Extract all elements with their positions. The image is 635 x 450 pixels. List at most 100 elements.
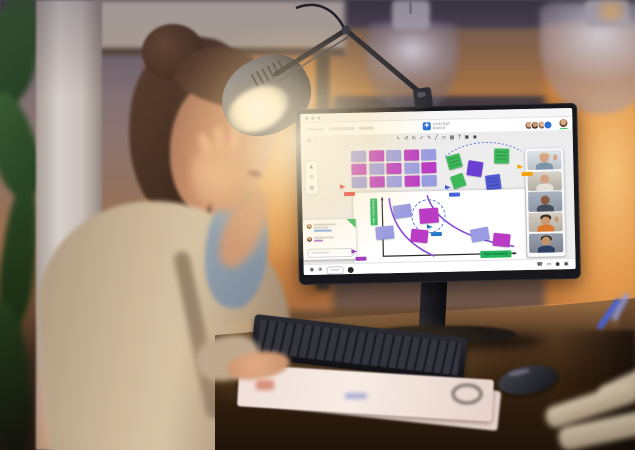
pen-tool-icon[interactable]: ✎ xyxy=(427,135,432,142)
fit-button-label-placeholder xyxy=(330,269,340,271)
participant-torso xyxy=(537,224,555,233)
sticky-note[interactable] xyxy=(492,232,511,248)
chat-input[interactable] xyxy=(307,247,354,258)
participant-torso xyxy=(536,183,554,191)
sticky-note[interactable] xyxy=(494,148,510,164)
chart-x-axis-label: High complexity xyxy=(480,250,512,259)
participant-face xyxy=(540,195,550,205)
paper-blue-marking xyxy=(345,393,367,399)
menu-item-placeholder[interactable] xyxy=(358,126,374,130)
pendant-lamp-2-glow xyxy=(596,0,626,22)
cursor-pointer-icon xyxy=(351,249,357,256)
sticky-note[interactable] xyxy=(368,150,384,162)
help-button[interactable] xyxy=(347,266,354,273)
monitor: ✚ concept board ✛ ↖ ↺ ↻ ✓ ✎ ╱ ▭ ▦ T ▣ ◉ ▲ ◎ ▤ xyxy=(295,102,581,286)
sticky-note[interactable] xyxy=(421,149,437,161)
cursor-pointer-icon xyxy=(517,164,523,171)
chat-avatar xyxy=(306,223,312,229)
window-control-dot[interactable] xyxy=(305,116,309,120)
window-control-dot[interactable] xyxy=(317,116,321,120)
sticky-note[interactable] xyxy=(466,160,484,178)
sticky-note-grid xyxy=(351,149,438,189)
cursor-name-tag xyxy=(343,191,356,196)
settings-tool-icon[interactable]: ◎ xyxy=(309,175,314,181)
sticky-note[interactable] xyxy=(375,225,395,241)
sticky-note[interactable] xyxy=(404,162,420,174)
screenshare-icon[interactable]: ▭ xyxy=(546,261,552,268)
menu-item-placeholder[interactable] xyxy=(306,127,325,131)
cursor-name-tag xyxy=(355,256,367,261)
sticky-note[interactable] xyxy=(386,163,402,175)
sticky-note[interactable] xyxy=(421,162,437,174)
pin-tool-icon[interactable]: ▲ xyxy=(309,164,314,170)
camera-icon[interactable]: ▣ xyxy=(563,261,569,268)
participant-waving-hand xyxy=(554,216,559,223)
cursor-pointer-icon xyxy=(427,224,433,231)
video-tile-participant-5[interactable] xyxy=(528,232,564,253)
participant-face xyxy=(540,174,550,184)
redo-icon[interactable]: ↻ xyxy=(411,135,417,142)
collab-cursor-purple xyxy=(351,249,367,261)
binder-clip xyxy=(452,384,482,404)
whiteboard-canvas[interactable]: ▲ ◎ ▤ High importance xyxy=(300,139,576,265)
header-menu-placeholders xyxy=(306,126,374,131)
collab-cursor-orange xyxy=(517,164,533,176)
monitor-stand-neck xyxy=(418,280,448,332)
zoom-icon[interactable]: ⊕ xyxy=(317,266,323,273)
sticky-note[interactable] xyxy=(392,203,413,220)
sticky-note[interactable] xyxy=(421,175,438,187)
sticky-note[interactable] xyxy=(351,163,367,176)
sticky-note[interactable] xyxy=(369,176,385,188)
chat-panel[interactable] xyxy=(302,218,357,261)
fit-to-screen-button[interactable] xyxy=(326,265,344,275)
cursor-name-tag xyxy=(448,192,461,197)
video-tile-participant-3[interactable] xyxy=(527,191,563,212)
collab-cursor-blue xyxy=(427,224,442,236)
frames-tool-icon[interactable]: ▤ xyxy=(309,185,315,192)
window-control-dot[interactable] xyxy=(311,116,315,120)
sticky-note[interactable] xyxy=(410,228,429,244)
presence-icon[interactable]: ◉ xyxy=(309,266,315,273)
line-tool-icon[interactable]: ╱ xyxy=(434,134,438,142)
sticky-note[interactable] xyxy=(368,163,385,175)
video-tile-participant-4[interactable] xyxy=(528,212,563,233)
cursor-pointer-icon xyxy=(445,185,451,192)
sticky-note[interactable] xyxy=(351,150,367,162)
screen: ✚ concept board ✛ ↖ ↺ ↻ ✓ ✎ ╱ ▭ ▦ T ▣ ◉ ▲ ◎ ▤ xyxy=(300,107,576,276)
sticky-note[interactable] xyxy=(418,207,440,224)
participant-waving-hand xyxy=(553,154,558,161)
sticky-note[interactable] xyxy=(404,175,420,188)
collab-cursor-navy xyxy=(445,185,461,197)
pendant-lamp-1-cord xyxy=(409,0,412,14)
menu-item-placeholder[interactable] xyxy=(328,126,355,131)
own-avatar[interactable] xyxy=(559,119,568,128)
avatar-overflow-badge[interactable] xyxy=(543,119,553,130)
video-tile-participant-2[interactable] xyxy=(527,170,562,191)
sticky-note[interactable] xyxy=(386,149,402,162)
chart-y-axis-label: High importance xyxy=(370,198,378,226)
cursor-pointer-icon xyxy=(340,184,346,191)
pointer-tool-icon[interactable]: ↖ xyxy=(396,135,401,142)
participant-torso xyxy=(537,245,555,253)
paper-red-marking xyxy=(256,380,274,390)
collab-cursor-red xyxy=(340,184,356,196)
chat-panel-fold-icon xyxy=(346,218,356,229)
add-tool-button[interactable]: ✛ xyxy=(306,137,312,145)
chat-avatar xyxy=(306,236,313,242)
participant-torso xyxy=(535,162,554,171)
plant-stem xyxy=(0,298,36,450)
collaborator-avatar-cluster[interactable] xyxy=(523,119,553,130)
logo-wordmark-line2: board xyxy=(432,124,446,131)
sticky-note[interactable] xyxy=(484,173,502,191)
record-icon[interactable]: ● xyxy=(555,261,560,268)
select-check-icon[interactable]: ✓ xyxy=(419,135,424,142)
conceptboard-logo: ✚ concept board xyxy=(422,121,451,131)
undo-icon[interactable]: ↺ xyxy=(404,135,409,142)
sticky-note[interactable] xyxy=(386,176,403,188)
phone-icon[interactable]: ☎ xyxy=(536,261,543,268)
sticky-note[interactable] xyxy=(403,149,420,161)
chat-link-text[interactable] xyxy=(313,229,332,232)
chat-message xyxy=(306,223,336,233)
call-controls: ☎ ▭ ● ▣ xyxy=(536,259,568,271)
